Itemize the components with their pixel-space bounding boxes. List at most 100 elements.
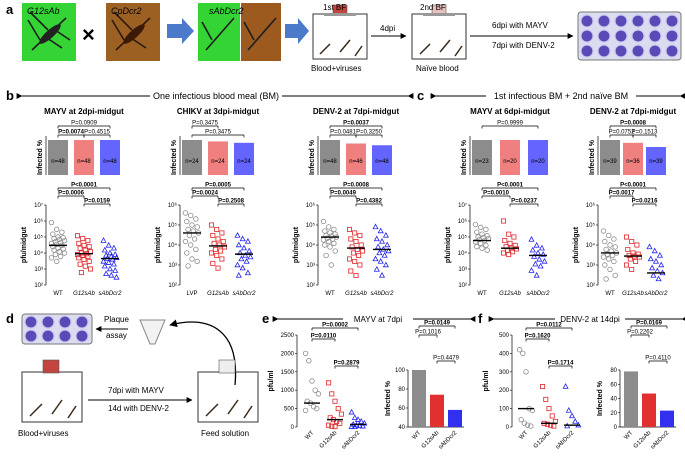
data-point <box>612 272 618 279</box>
cage-2: 2nd BF Naïve blood <box>411 3 467 73</box>
data-point <box>323 252 329 259</box>
data-point <box>76 255 82 261</box>
data-point <box>611 258 617 265</box>
arrow-curve <box>169 319 237 386</box>
data-point <box>212 246 218 252</box>
n-label: n=24 <box>185 159 199 165</box>
data-point <box>356 252 362 258</box>
chart-title: MAYV at 6dpi-midgut <box>470 107 550 116</box>
data-point <box>194 258 200 265</box>
pvalue-label: P=0.0002 <box>322 323 349 329</box>
data-point <box>543 396 549 402</box>
data-point <box>85 238 91 244</box>
infected-bar <box>624 371 638 427</box>
y-axis-label: pfu/ml <box>483 370 490 391</box>
infected-bar <box>74 140 94 175</box>
n-label: n=48 <box>375 159 389 165</box>
data-point <box>372 223 379 230</box>
data-point <box>208 250 214 256</box>
x-tick-label: G12sAb <box>533 430 553 450</box>
x-tick-label: G12sAb <box>207 291 229 297</box>
data-point <box>239 264 246 271</box>
n-label: n=48 <box>77 159 91 165</box>
bf2-sublabel: Naïve blood <box>416 64 459 73</box>
data-point <box>479 245 485 251</box>
data-point <box>208 222 214 228</box>
data-point <box>565 407 572 413</box>
data-point <box>106 265 114 272</box>
bar-ylabel: Infected % <box>461 139 468 175</box>
data-point <box>215 265 221 271</box>
data-point <box>210 260 216 266</box>
mosquito-photo-g12sab: G12sAb <box>22 3 76 61</box>
data-point <box>193 216 199 222</box>
n-label: n=24 <box>211 159 225 165</box>
infected-bar <box>430 394 444 427</box>
x-tick-label: sAbDcr2 <box>370 291 394 297</box>
data-point <box>629 266 635 272</box>
y-tick-label: 400 <box>499 351 510 357</box>
data-point <box>651 247 658 254</box>
bar-y-tick-label: 100 <box>395 368 406 374</box>
infected-bar <box>472 140 492 175</box>
bar-y-tick-label: 80 <box>610 368 617 374</box>
y-axis-label: pfu/midgut <box>445 226 452 263</box>
data-point <box>81 242 87 248</box>
data-point <box>302 407 309 414</box>
data-point <box>85 254 91 260</box>
x-tick-label: sAbDcr2 <box>232 291 256 297</box>
data-point <box>75 252 81 258</box>
d-line-1: 7dpi with MAYV <box>108 386 165 395</box>
data-point <box>80 236 86 242</box>
plaque-well <box>597 29 611 43</box>
data-point <box>359 248 365 254</box>
pvalue-label: P=0.0006 <box>58 191 85 197</box>
infected-bar <box>208 141 228 175</box>
y-tick-label: 10⁷ <box>458 202 467 209</box>
data-point <box>514 246 520 252</box>
data-point <box>350 250 356 256</box>
panel-label-b: b <box>6 88 14 103</box>
infected-bar <box>448 409 462 427</box>
x-tick-label: WT <box>305 430 316 441</box>
pvalue-label: P=0.0110 <box>311 334 337 340</box>
plaque-well <box>665 14 679 28</box>
data-point <box>88 266 94 272</box>
n-label: n=24 <box>237 159 251 165</box>
y-tick-label: 1000 <box>281 388 295 394</box>
tube-icon <box>139 319 166 345</box>
plaque-well <box>648 44 662 58</box>
data-point <box>81 256 87 262</box>
data-point <box>511 234 517 240</box>
data-point <box>348 268 354 274</box>
data-point <box>247 253 254 260</box>
cage-d-right: Feed solution <box>197 359 259 438</box>
data-point <box>86 244 92 250</box>
data-point <box>474 229 480 235</box>
y-tick-label: 10² <box>34 283 43 289</box>
data-point <box>218 248 224 254</box>
data-point <box>76 240 82 246</box>
pvalue-label: P=0.0149 <box>424 321 451 327</box>
mosquito-label-g12sab: G12sAb <box>27 6 60 16</box>
data-point <box>331 240 337 247</box>
data-point <box>331 226 337 233</box>
pvalue-label: P=0.0017 <box>609 191 636 197</box>
data-point <box>378 238 386 244</box>
data-point <box>378 272 386 278</box>
data-point <box>528 236 535 242</box>
cage-d-left: Blood+viruses <box>18 359 83 438</box>
pvalue-label: P=0.4515 <box>84 130 111 136</box>
y-tick-label: 10³ <box>306 263 315 269</box>
data-point <box>609 252 616 259</box>
x-tick-label: WT <box>325 291 335 297</box>
bar-y-tick-label: 60 <box>398 406 405 412</box>
n-label: n=20 <box>503 159 517 165</box>
data-point <box>243 258 250 264</box>
n-label: n=48 <box>51 159 65 165</box>
y-tick-label: 500 <box>499 333 510 339</box>
header-mask <box>343 312 413 324</box>
data-point <box>110 244 117 251</box>
data-point <box>82 263 88 269</box>
data-point <box>524 422 531 428</box>
